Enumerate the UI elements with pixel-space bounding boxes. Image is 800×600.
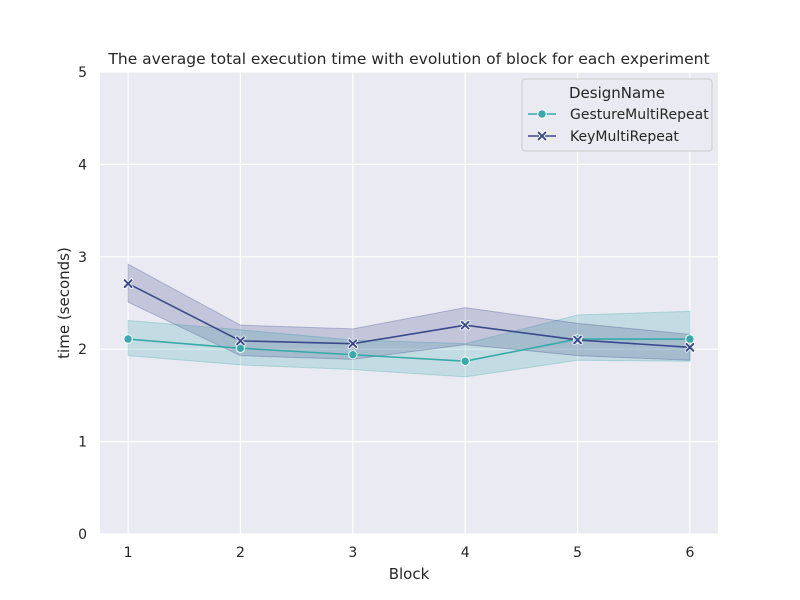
data-point — [123, 334, 133, 344]
y-tick-label: 0 — [78, 527, 87, 543]
data-point — [460, 356, 470, 366]
legend-marker — [537, 109, 547, 119]
y-axis-label: time (seconds) — [55, 247, 73, 359]
legend-label: GestureMultiRepeat — [570, 107, 709, 123]
x-tick-label: 4 — [461, 545, 470, 561]
x-tick-label: 6 — [685, 545, 694, 561]
data-point — [685, 334, 695, 344]
x-tick-label: 1 — [124, 545, 133, 561]
y-tick-label: 4 — [78, 157, 87, 173]
data-point — [573, 335, 582, 345]
data-point — [685, 342, 695, 352]
ci-band — [127, 310, 691, 378]
data-point — [348, 339, 358, 349]
legend-title: DesignName — [569, 84, 665, 102]
y-tick-label: 1 — [78, 435, 87, 451]
y-tick-labels: 0 1 2 3 4 5 — [78, 65, 87, 543]
data-point — [123, 279, 133, 288]
y-tick-label: 3 — [78, 250, 87, 266]
x-axis-label: Block — [389, 565, 430, 583]
data-point — [235, 343, 246, 353]
x-tick-label: 2 — [236, 545, 245, 561]
series-markers — [122, 278, 696, 366]
series-lines — [127, 282, 690, 363]
legend-label: KeyMultiRepeat — [570, 129, 679, 145]
legend: DesignName GestureMultiRepeat KeyMultiRep… — [521, 78, 713, 152]
chart-title: The average total execution time with ev… — [107, 50, 709, 68]
x-tick-label: 5 — [573, 545, 582, 561]
y-tick-label: 2 — [78, 342, 87, 358]
series-line — [128, 338, 690, 363]
data-point — [460, 320, 470, 330]
data-point — [348, 350, 358, 360]
grid-lines — [100, 71, 718, 535]
legend-box — [521, 78, 713, 152]
x-tick-label: 3 — [348, 545, 357, 561]
data-point — [236, 336, 245, 346]
y-tick-label: 5 — [78, 65, 87, 81]
legend-items: GestureMultiRepeat KeyMultiRepeat — [528, 107, 709, 145]
legend-marker — [537, 131, 547, 141]
series-line — [127, 282, 690, 349]
x-tick-labels: 1 2 3 4 5 6 — [124, 545, 695, 561]
